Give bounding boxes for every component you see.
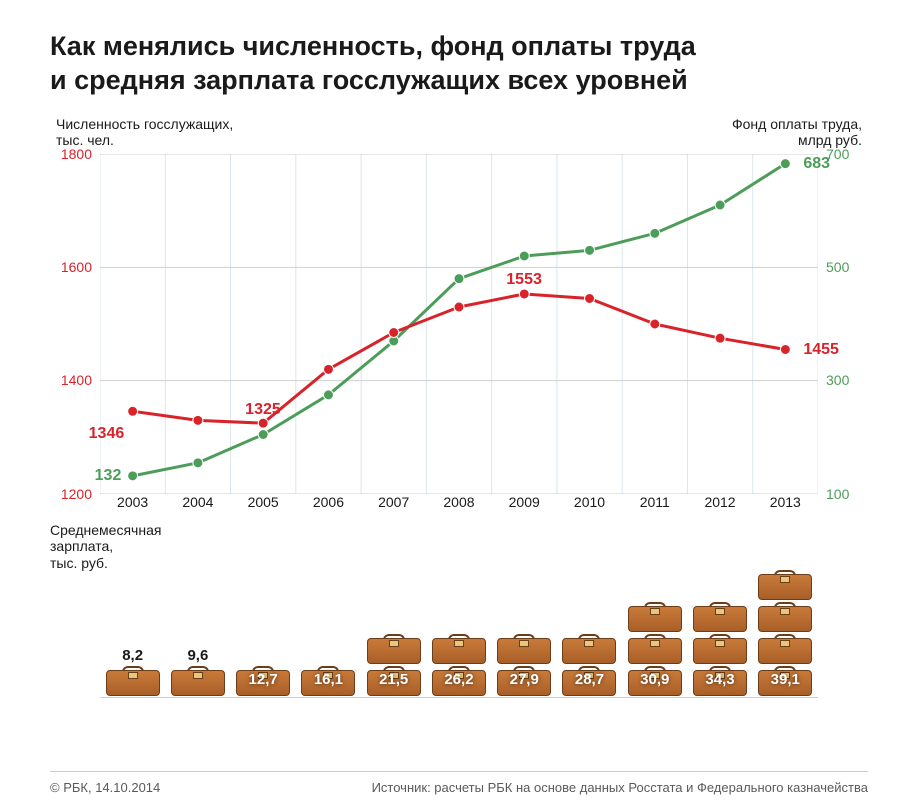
- salary-column: 16,1: [296, 666, 361, 696]
- briefcase-icon: [171, 666, 225, 696]
- salary-column: 12,7: [231, 666, 296, 696]
- line-chart: 1200140016001800 100300500700 1346132515…: [50, 154, 868, 514]
- briefcase-stack: [106, 666, 160, 696]
- salary-column: 21,5: [361, 634, 426, 696]
- chart-callouts: 1346132515531455132683: [100, 154, 818, 494]
- salary-column: 9,6: [165, 647, 230, 696]
- briefcase-icon: [758, 634, 812, 664]
- salary-value: 9,6: [187, 647, 208, 664]
- briefcase-icon: [106, 666, 160, 696]
- x-category: 2004: [165, 494, 230, 514]
- salary-column: 28,7: [557, 634, 622, 696]
- briefcase-icon: [562, 634, 616, 664]
- briefcase-icon: [693, 602, 747, 632]
- briefcase-icon: [758, 602, 812, 632]
- left-tick: 1400: [46, 372, 92, 388]
- salary-value: 39,1: [771, 671, 800, 688]
- salary-baseline: [100, 697, 818, 698]
- briefcase-icon: [367, 634, 421, 664]
- x-category: 2013: [753, 494, 818, 514]
- x-category: 2010: [557, 494, 622, 514]
- briefcase-icon: [628, 602, 682, 632]
- salary-column: 27,9: [492, 634, 557, 696]
- salary-pictogram-chart: Среднемесячная зарплата, тыс. руб. 8,29,…: [50, 522, 868, 702]
- left-tick: 1800: [46, 146, 92, 162]
- right-axis-ticks: 100300500700: [826, 154, 872, 494]
- briefcase-icon: [432, 634, 486, 664]
- salary-column: 39,1: [753, 570, 818, 696]
- chart-value-label: 1325: [245, 401, 281, 419]
- left-axis-ticks: 1200140016001800: [46, 154, 92, 494]
- title-line-2: и средняя зарплата госслужащих всех уров…: [50, 65, 688, 95]
- salary-value: 16,1: [314, 671, 343, 688]
- footer-source: Источник: расчеты РБК на основе данных Р…: [372, 780, 868, 795]
- x-axis-categories: 2003200420052006200720082009201020112012…: [100, 494, 818, 514]
- salary-value: 28,7: [575, 671, 604, 688]
- x-category: 2007: [361, 494, 426, 514]
- salary-column: 30,9: [622, 602, 687, 696]
- salary-columns: 8,2 9,6 12,7 16,1 21,5 26,2 27,9 28,7 30,9 34,3 39…: [100, 522, 818, 696]
- plot-area: 1346132515531455132683: [100, 154, 818, 494]
- right-tick: 500: [826, 259, 872, 275]
- right-tick: 300: [826, 372, 872, 388]
- salary-value: 34,3: [705, 671, 734, 688]
- briefcase-icon: [497, 634, 551, 664]
- briefcase-icon: [628, 634, 682, 664]
- x-category: 2006: [296, 494, 361, 514]
- chart-value-label: 132: [95, 467, 122, 485]
- salary-column: 26,2: [426, 634, 491, 696]
- x-category: 2008: [426, 494, 491, 514]
- salary-column: 8,2: [100, 647, 165, 696]
- salary-value: 21,5: [379, 671, 408, 688]
- x-category: 2011: [622, 494, 687, 514]
- left-tick: 1600: [46, 259, 92, 275]
- left-axis-label-l1: Численность госслужащих,: [56, 116, 233, 132]
- x-category: 2005: [231, 494, 296, 514]
- title-line-1: Как менялись численность, фонд оплаты тр…: [50, 31, 696, 61]
- chart-value-label: 1553: [506, 271, 542, 289]
- salary-value: 30,9: [640, 671, 669, 688]
- salary-value: 8,2: [122, 647, 143, 664]
- briefcase-icon: [693, 634, 747, 664]
- salary-column: 34,3: [687, 602, 752, 696]
- salary-value: 26,2: [444, 671, 473, 688]
- briefcase-stack: [171, 666, 225, 696]
- footer: © РБК, 14.10.2014 Источник: расчеты РБК …: [50, 771, 868, 795]
- right-axis-label-l1: Фонд оплаты труда,: [732, 116, 862, 132]
- right-tick: 700: [826, 146, 872, 162]
- chart-value-label: 1455: [803, 341, 839, 359]
- chart-value-label: 1346: [89, 425, 125, 443]
- infographic-root: Как менялись численность, фонд оплаты тр…: [0, 0, 908, 809]
- salary-value: 27,9: [510, 671, 539, 688]
- axis-labels-row: Численность госслужащих, тыс. чел. Фонд …: [50, 116, 868, 148]
- page-title: Как менялись численность, фонд оплаты тр…: [50, 30, 868, 98]
- left-tick: 1200: [46, 486, 92, 502]
- right-axis-label: Фонд оплаты труда, млрд руб.: [732, 116, 862, 148]
- x-category: 2009: [492, 494, 557, 514]
- x-category: 2012: [687, 494, 752, 514]
- footer-copyright: © РБК, 14.10.2014: [50, 780, 160, 795]
- briefcase-icon: [758, 570, 812, 600]
- chart-value-label: 683: [803, 155, 830, 173]
- left-axis-label: Численность госслужащих, тыс. чел.: [56, 116, 233, 148]
- right-tick: 100: [826, 486, 872, 502]
- x-category: 2003: [100, 494, 165, 514]
- salary-value: 12,7: [249, 671, 278, 688]
